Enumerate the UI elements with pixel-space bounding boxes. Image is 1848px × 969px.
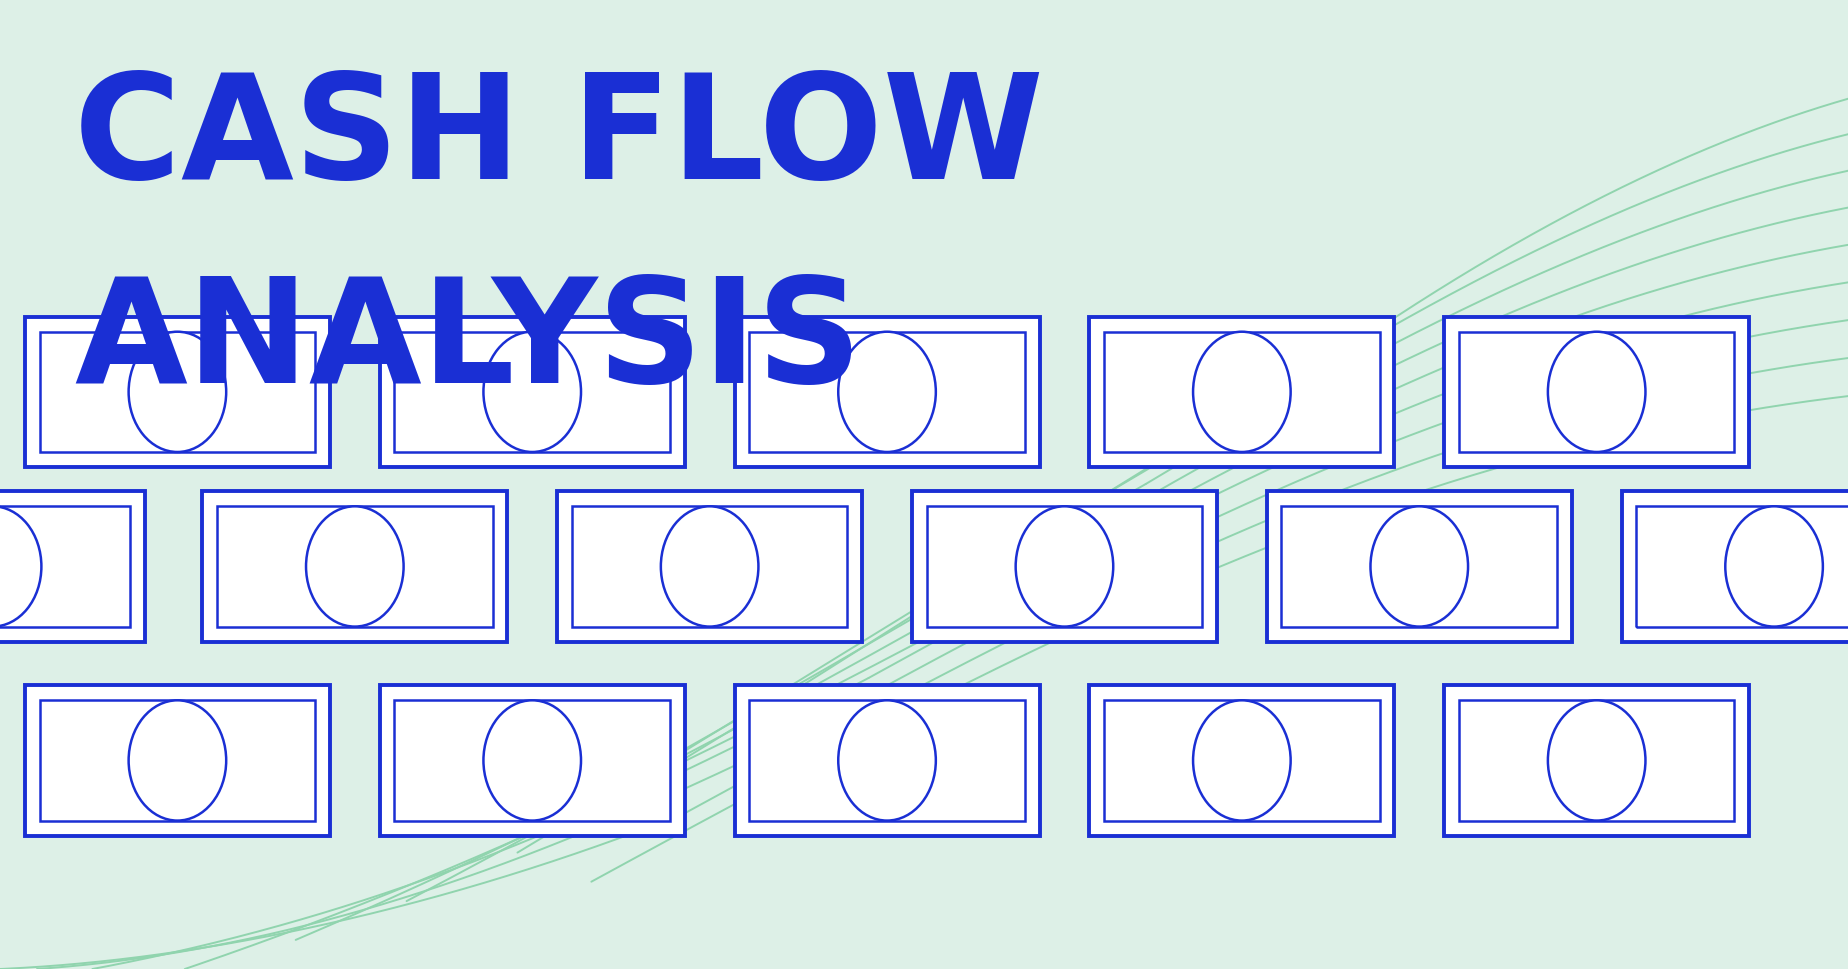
Bar — [0, 492, 144, 642]
Bar — [734, 686, 1039, 835]
Bar — [24, 318, 329, 468]
Bar — [1103, 332, 1380, 453]
Bar — [571, 507, 848, 627]
Ellipse shape — [1194, 701, 1290, 821]
Bar — [0, 507, 131, 627]
Bar — [558, 492, 861, 642]
Bar — [24, 686, 329, 835]
Bar — [1458, 332, 1735, 453]
Text: ANALYSIS: ANALYSIS — [74, 271, 861, 412]
Bar — [1445, 686, 1748, 835]
Ellipse shape — [662, 507, 758, 627]
Bar — [748, 332, 1026, 453]
Bar — [1268, 492, 1571, 642]
Ellipse shape — [1194, 332, 1290, 453]
Ellipse shape — [1726, 507, 1822, 627]
Bar — [1090, 686, 1395, 835]
Text: CASH FLOW: CASH FLOW — [74, 68, 1044, 208]
Ellipse shape — [1549, 332, 1645, 453]
Ellipse shape — [307, 507, 403, 627]
Bar — [1445, 318, 1748, 468]
Bar — [394, 332, 671, 453]
Ellipse shape — [484, 332, 580, 453]
Bar — [381, 318, 684, 468]
Bar — [734, 318, 1039, 468]
Bar — [216, 507, 493, 627]
Ellipse shape — [484, 701, 580, 821]
Bar — [203, 492, 506, 642]
Ellipse shape — [129, 701, 225, 821]
Bar — [1103, 701, 1380, 821]
Ellipse shape — [1371, 507, 1467, 627]
Ellipse shape — [839, 332, 935, 453]
Bar — [39, 701, 316, 821]
Bar — [748, 701, 1026, 821]
Ellipse shape — [1016, 507, 1112, 627]
Bar — [926, 507, 1203, 627]
Bar — [1458, 701, 1735, 821]
Bar — [913, 492, 1216, 642]
Bar — [1281, 507, 1558, 627]
Bar — [1635, 507, 1848, 627]
Ellipse shape — [839, 701, 935, 821]
Ellipse shape — [0, 507, 41, 627]
Bar — [394, 701, 671, 821]
Bar — [1623, 492, 1848, 642]
Ellipse shape — [1549, 701, 1645, 821]
Bar — [39, 332, 316, 453]
Bar — [381, 686, 684, 835]
Ellipse shape — [129, 332, 225, 453]
Bar — [1090, 318, 1395, 468]
